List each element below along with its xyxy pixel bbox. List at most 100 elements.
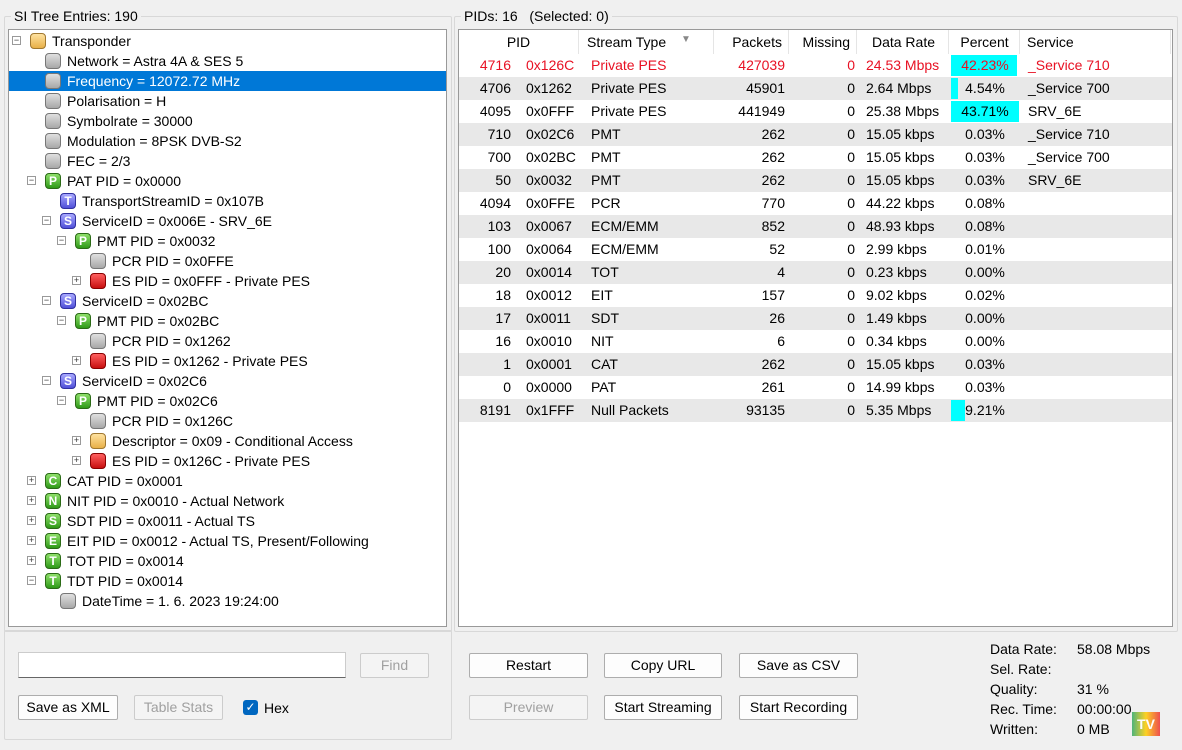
preview-button[interactable]: Preview (469, 695, 588, 720)
expand-icon[interactable]: + (72, 455, 81, 465)
column-header[interactable]: Missing (791, 30, 857, 54)
table-row[interactable]: 4095 0x0FFF Private PES 441949 0 25.38 Mbps 43… (459, 100, 1172, 123)
column-header[interactable]: Percent (950, 30, 1020, 54)
service: _Service 710 (1028, 57, 1110, 73)
table-row[interactable]: 100 0x0064 ECM/EMM 52 0 2.99 kbps 0.01% (459, 238, 1172, 261)
tree-node[interactable]: − P PMT PID = 0x02BC (9, 311, 446, 331)
tree-node[interactable]: + ES PID = 0x0FFF - Private PES (9, 271, 446, 291)
table-row[interactable]: 50 0x0032 PMT 262 0 15.05 kbps 0.03% SRV_6E (459, 169, 1172, 192)
data-rate: 14.99 kbps (866, 379, 935, 395)
save-as-xml-button[interactable]: Save as XML (18, 695, 118, 720)
tree-node[interactable]: Modulation = 8PSK DVB-S2 (9, 131, 446, 151)
tree-node[interactable]: Frequency = 12072.72 MHz (9, 71, 446, 91)
start-recording-button[interactable]: Start Recording (739, 695, 858, 720)
table-row[interactable]: 0 0x0000 PAT 261 0 14.99 kbps 0.03% (459, 376, 1172, 399)
copy-url-button[interactable]: Copy URL (604, 653, 722, 678)
table-row[interactable]: 18 0x0012 EIT 157 0 9.02 kbps 0.02% (459, 284, 1172, 307)
expand-icon[interactable]: + (27, 475, 36, 485)
table-row[interactable]: 20 0x0014 TOT 4 0 0.23 kbps 0.00% (459, 261, 1172, 284)
tree-node[interactable]: − S ServiceID = 0x02C6 (9, 371, 446, 391)
table-row[interactable]: 8191 0x1FFF Null Packets 93135 0 5.35 Mbps 9.2… (459, 399, 1172, 422)
pid-dec: 4094 (479, 195, 511, 211)
tree-node[interactable]: Symbolrate = 30000 (9, 111, 446, 131)
tree-node-label: Transponder (52, 33, 131, 49)
expand-icon[interactable]: + (27, 555, 36, 565)
tree-node[interactable]: PCR PID = 0x0FFE (9, 251, 446, 271)
restart-button[interactable]: Restart (469, 653, 588, 678)
column-header[interactable]: Data Rate (859, 30, 949, 54)
tree-node[interactable]: + C CAT PID = 0x0001 (9, 471, 446, 491)
table-row[interactable]: 17 0x0011 SDT 26 0 1.49 kbps 0.00% (459, 307, 1172, 330)
tree-node-label: Network = Astra 4A & SES 5 (67, 53, 244, 69)
collapse-icon[interactable]: − (57, 395, 66, 405)
si-tree[interactable]: − Transponder Network = Astra 4A & SES 5 Fr… (8, 29, 447, 627)
expand-icon[interactable]: + (27, 535, 36, 545)
table-row[interactable]: 16 0x0010 NIT 6 0 0.34 kbps 0.00% (459, 330, 1172, 353)
tree-node[interactable]: Network = Astra 4A & SES 5 (9, 51, 446, 71)
tree-node[interactable]: − P PMT PID = 0x02C6 (9, 391, 446, 411)
tree-node[interactable]: Polarisation = H (9, 91, 446, 111)
save-as-csv-button[interactable]: Save as CSV (739, 653, 858, 678)
node-gray-icon (60, 593, 76, 609)
missing: 0 (847, 218, 855, 234)
expand-icon[interactable]: + (72, 355, 81, 365)
start-streaming-button[interactable]: Start Streaming (604, 695, 722, 720)
collapse-icon[interactable]: − (42, 215, 51, 225)
tree-node[interactable]: DateTime = 1. 6. 2023 19:24:00 (9, 591, 446, 611)
expand-icon[interactable]: + (72, 275, 81, 285)
tree-node[interactable]: − P PAT PID = 0x0000 (9, 171, 446, 191)
tree-node[interactable]: + S SDT PID = 0x0011 - Actual TS (9, 511, 446, 531)
expand-icon[interactable]: + (72, 435, 81, 445)
data-rate: 15.05 kbps (866, 172, 935, 188)
table-row[interactable]: 4716 0x126C Private PES 427039 0 24.53 Mbps 42… (459, 54, 1172, 77)
table-row[interactable]: 700 0x02BC PMT 262 0 15.05 kbps 0.03% _Service … (459, 146, 1172, 169)
collapse-icon[interactable]: − (42, 295, 51, 305)
node-red-icon (90, 273, 106, 289)
data-rate: 15.05 kbps (866, 356, 935, 372)
collapse-icon[interactable]: − (42, 375, 51, 385)
tree-node[interactable]: + Descriptor = 0x09 - Conditional Access (9, 431, 446, 451)
column-header[interactable]: Stream Type (581, 30, 714, 54)
column-header[interactable]: Packets (715, 30, 789, 54)
collapse-icon[interactable]: − (27, 575, 36, 585)
percent: 43.71% (961, 103, 1009, 119)
table-row[interactable]: 103 0x0067 ECM/EMM 852 0 48.93 kbps 0.08% (459, 215, 1172, 238)
table-row[interactable]: 4094 0x0FFE PCR 770 0 44.22 kbps 0.08% (459, 192, 1172, 215)
table-stats-button[interactable]: Table Stats (134, 695, 223, 720)
tree-node[interactable]: − P PMT PID = 0x0032 (9, 231, 446, 251)
column-header[interactable]: Service (1021, 30, 1171, 54)
tree-node[interactable]: + ES PID = 0x126C - Private PES (9, 451, 446, 471)
tree-node[interactable]: + ES PID = 0x1262 - Private PES (9, 351, 446, 371)
tree-node[interactable]: + T TOT PID = 0x0014 (9, 551, 446, 571)
pid-table[interactable]: PID Stream Type Packets Missing Data Rate Per… (458, 29, 1173, 627)
tree-node[interactable]: PCR PID = 0x126C (9, 411, 446, 431)
collapse-icon[interactable]: − (57, 235, 66, 245)
pid-dec: 17 (495, 310, 511, 326)
tree-node[interactable]: T TransportStreamID = 0x107B (9, 191, 446, 211)
expand-icon[interactable]: + (27, 515, 36, 525)
search-input[interactable] (18, 652, 346, 678)
expand-icon[interactable]: + (27, 495, 36, 505)
tree-node[interactable]: PCR PID = 0x1262 (9, 331, 446, 351)
data-rate: 0.34 kbps (866, 333, 927, 349)
data-rate: 2.64 Mbps (866, 80, 932, 96)
tree-node[interactable]: + E EIT PID = 0x0012 - Actual TS, Present/… (9, 531, 446, 551)
collapse-icon[interactable]: − (57, 315, 66, 325)
tree-node[interactable]: − S ServiceID = 0x006E - SRV_6E (9, 211, 446, 231)
packets: 852 (761, 218, 785, 234)
missing: 0 (847, 195, 855, 211)
collapse-icon[interactable]: − (12, 35, 21, 45)
tree-node[interactable]: − T TDT PID = 0x0014 (9, 571, 446, 591)
table-row[interactable]: 4706 0x1262 Private PES 45901 0 2.64 Mbps 4.54… (459, 77, 1172, 100)
hex-checkbox[interactable]: ✓ (243, 700, 258, 715)
find-button[interactable]: Find (360, 653, 429, 678)
tree-node[interactable]: FEC = 2/3 (9, 151, 446, 171)
tree-node[interactable]: − Transponder (9, 31, 446, 51)
table-row[interactable]: 1 0x0001 CAT 262 0 15.05 kbps 0.03% (459, 353, 1172, 376)
node-green-icon: E (45, 533, 61, 549)
tree-node[interactable]: − S ServiceID = 0x02BC (9, 291, 446, 311)
collapse-icon[interactable]: − (27, 175, 36, 185)
tree-node[interactable]: + N NIT PID = 0x0010 - Actual Network (9, 491, 446, 511)
table-row[interactable]: 710 0x02C6 PMT 262 0 15.05 kbps 0.03% _Service … (459, 123, 1172, 146)
column-header[interactable]: PID (459, 30, 579, 54)
